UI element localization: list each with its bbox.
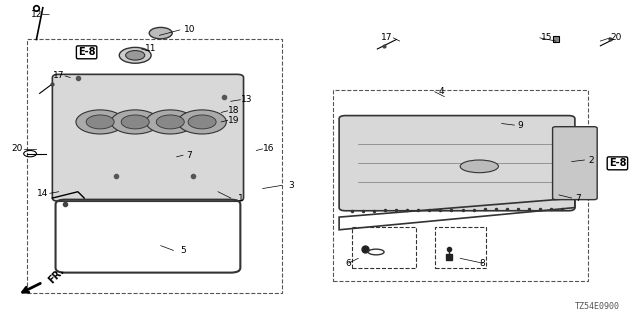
Text: 7: 7 xyxy=(575,194,581,203)
Text: 8: 8 xyxy=(479,259,485,268)
Text: E-8: E-8 xyxy=(609,158,626,168)
Text: FR.: FR. xyxy=(46,266,66,286)
Text: 17: 17 xyxy=(53,71,65,80)
Circle shape xyxy=(188,115,216,129)
Text: TZ54E0900: TZ54E0900 xyxy=(575,302,620,311)
FancyBboxPatch shape xyxy=(52,74,244,201)
Text: 14: 14 xyxy=(37,189,49,198)
Text: 13: 13 xyxy=(241,95,252,104)
Circle shape xyxy=(146,110,195,134)
Circle shape xyxy=(76,110,124,134)
Text: 4: 4 xyxy=(438,87,444,96)
Text: E-8: E-8 xyxy=(78,47,95,57)
Text: 20: 20 xyxy=(12,144,23,153)
Text: 19: 19 xyxy=(228,116,240,125)
Text: 12: 12 xyxy=(31,10,42,19)
Circle shape xyxy=(149,28,172,39)
Bar xyxy=(352,227,415,268)
Text: 2: 2 xyxy=(588,156,594,164)
Text: 1: 1 xyxy=(237,194,243,203)
FancyBboxPatch shape xyxy=(339,116,575,211)
Ellipse shape xyxy=(460,160,499,173)
Text: 3: 3 xyxy=(289,181,294,190)
Text: 16: 16 xyxy=(263,144,275,153)
Text: 6: 6 xyxy=(346,259,351,268)
Circle shape xyxy=(121,115,149,129)
FancyBboxPatch shape xyxy=(552,127,597,200)
Text: 11: 11 xyxy=(145,44,157,53)
Circle shape xyxy=(156,115,184,129)
Text: 17: 17 xyxy=(381,33,393,42)
Text: 15: 15 xyxy=(540,33,552,42)
Text: 18: 18 xyxy=(228,106,240,115)
Circle shape xyxy=(111,110,159,134)
Bar xyxy=(435,227,486,268)
Text: 20: 20 xyxy=(611,33,622,42)
Text: 9: 9 xyxy=(518,121,524,130)
Circle shape xyxy=(178,110,227,134)
Circle shape xyxy=(119,47,151,63)
Text: 10: 10 xyxy=(184,25,195,35)
Text: 7: 7 xyxy=(186,151,192,160)
Text: 5: 5 xyxy=(180,246,186,255)
Circle shape xyxy=(125,51,145,60)
Circle shape xyxy=(86,115,114,129)
